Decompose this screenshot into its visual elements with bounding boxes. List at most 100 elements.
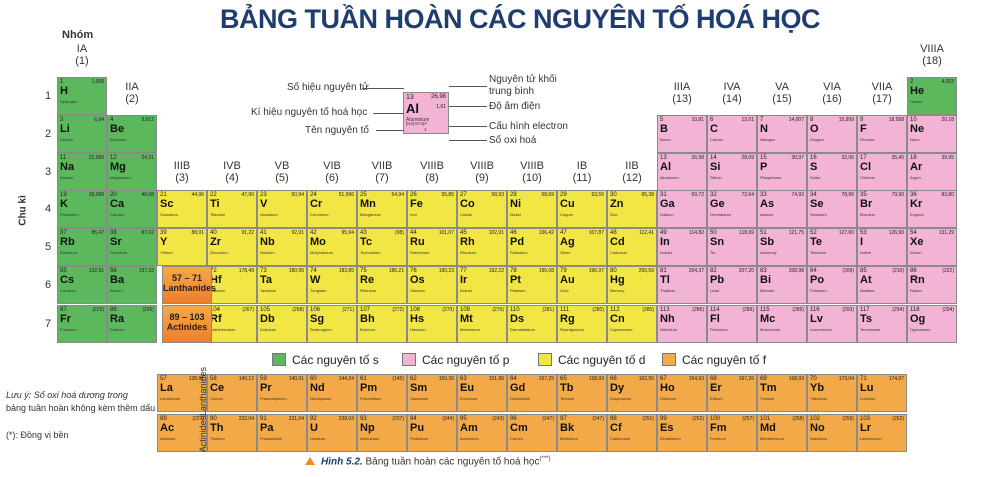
actinides-row-label: Actinides — [198, 415, 208, 453]
atomic-number: 71 — [860, 376, 867, 382]
element-cell-eu: 63 151,96 Eu Europium — [457, 374, 507, 412]
atomic-number: 33 — [760, 192, 767, 198]
atomic-mass: 55,85 — [441, 192, 454, 198]
atomic-number: 82 — [710, 268, 717, 274]
atomic-mass: 106,42 — [538, 230, 554, 236]
atomic-number: 89 — [160, 416, 167, 422]
element-symbol: Re — [360, 274, 375, 286]
key-label-atomic-number: Số hiệu nguyên tử — [287, 82, 369, 93]
element-symbol: Ga — [660, 198, 675, 210]
atomic-mass: 204,37 — [688, 268, 704, 274]
atomic-mass: 207,20 — [738, 268, 754, 274]
atomic-mass: 131,29 — [938, 230, 954, 236]
group-roman: IIB — [625, 160, 639, 172]
key-sample-config: [Ne]3s²3p¹ — [406, 121, 428, 126]
group-number: (1) — [75, 55, 89, 67]
atomic-number: 8 — [810, 117, 814, 123]
element-symbol: Ds — [510, 313, 525, 325]
element-cell-al: 13 26,98 Al Aluminium — [657, 153, 707, 191]
element-cell-fr: 87 (223) Fr Francium — [57, 305, 107, 343]
element-symbol: Ca — [110, 198, 125, 210]
element-name: Neodymium — [310, 396, 332, 401]
element-name: Sulfur — [810, 175, 821, 180]
element-symbol: Ir — [460, 274, 468, 286]
element-cell-np: 93 (237) Np Neptunium — [357, 414, 407, 452]
atomic-number: 80 — [610, 268, 617, 274]
element-name: Hydrogen — [60, 99, 78, 104]
element-symbol: Ge — [710, 198, 725, 210]
element-symbol: Lu — [860, 382, 874, 394]
element-cell-mo: 42 95,94 Mo Molybdenum — [307, 228, 357, 266]
atomic-number: 105 — [260, 307, 271, 313]
period-label-2: 2 — [44, 128, 52, 140]
period-label-5: 5 — [44, 241, 52, 253]
atomic-mass: (281) — [542, 307, 554, 313]
group-roman: IB — [576, 160, 588, 172]
element-cell-fl: 114 (289) Fl Flerovium — [707, 305, 757, 343]
element-symbol: U — [310, 422, 318, 434]
element-cell-v: 23 50,94 V Vanadium — [257, 190, 307, 228]
element-symbol: Cr — [310, 198, 323, 210]
atomic-number: 7 — [760, 117, 764, 123]
atomic-mass: 10,81 — [691, 117, 704, 123]
element-symbol: C — [710, 123, 718, 135]
atomic-number: 103 — [860, 416, 871, 422]
atomic-mass: 26,98 — [691, 155, 704, 161]
element-symbol: K — [60, 198, 68, 210]
element-cell-kr: 36 83,80 Kr Krypton — [907, 190, 957, 228]
atomic-mass: 58,93 — [491, 192, 504, 198]
element-symbol: Cm — [510, 422, 528, 434]
element-name: Nickel — [510, 212, 521, 217]
caption-text: Bảng tuần hoàn các nguyên tố hoá học — [365, 456, 540, 468]
element-cell-bi: 83 208,98 Bi Bismuth — [757, 266, 807, 304]
atomic-number: 20 — [110, 192, 117, 198]
group-number: (9) — [475, 172, 489, 184]
atomic-number: 55 — [60, 268, 67, 274]
atomic-number: 38 — [110, 230, 117, 236]
element-cell-sb: 51 121,75 Sb Antimony — [757, 228, 807, 266]
atomic-number: 10 — [910, 117, 917, 123]
element-cell-nd: 60 144,24 Nd Neodymium — [307, 374, 357, 412]
element-name: Technetium — [360, 250, 381, 255]
element-name: Tin — [710, 250, 716, 255]
element-cell-ru: 44 101,07 Ru Ruthenium — [407, 228, 457, 266]
element-symbol: Ar — [910, 161, 923, 173]
key-sample-mass: 26,98 — [430, 94, 446, 100]
element-name: Mendelevium — [760, 436, 784, 441]
element-symbol: Ce — [210, 382, 225, 394]
element-name: Scandium — [160, 212, 178, 217]
element-name: Oxygen — [810, 137, 824, 142]
element-symbol: Er — [710, 382, 722, 394]
element-cell-cl: 17 35,45 Cl Chlorine — [857, 153, 907, 191]
element-name: Dysprosium — [610, 396, 632, 401]
element-cell-s: 16 32,06 S Sulfur — [807, 153, 857, 191]
element-cell-be: 4 9,012 Be Beryllium — [107, 115, 157, 153]
element-symbol: Nd — [310, 382, 325, 394]
element-name: Erbium — [710, 396, 723, 401]
element-symbol: Np — [360, 422, 375, 434]
element-cell-og: 118 (294) Og Oganesson — [907, 305, 957, 343]
atomic-mass: 22,989 — [88, 155, 104, 161]
atomic-mass: 83,80 — [941, 192, 954, 198]
element-symbol: Tb — [560, 382, 574, 394]
element-symbol: Cl — [860, 161, 871, 173]
element-symbol: Ta — [260, 274, 273, 286]
element-symbol: N — [760, 123, 768, 135]
atomic-mass: (244) — [442, 416, 454, 422]
element-symbol: Cn — [610, 313, 625, 325]
atomic-mass: 186,21 — [388, 268, 404, 274]
group-label-18: VIIIA (18) — [907, 43, 957, 67]
atomic-mass: (210) — [892, 268, 904, 274]
element-symbol: Sg — [310, 313, 325, 325]
legend-swatch-p — [402, 353, 416, 366]
element-cell-ho: 67 164,93 Ho Holmium — [657, 374, 707, 412]
element-symbol: Hf — [210, 274, 222, 286]
element-cell-br: 35 79,90 Br Bromine — [857, 190, 907, 228]
element-symbol: Sb — [760, 236, 775, 248]
element-symbol: V — [260, 198, 268, 210]
atomic-mass: 24,31 — [141, 155, 154, 161]
element-symbol: Ag — [560, 236, 575, 248]
element-symbol: Bh — [360, 313, 375, 325]
atomic-mass: (258) — [792, 416, 804, 422]
atomic-number: 45 — [460, 230, 467, 236]
